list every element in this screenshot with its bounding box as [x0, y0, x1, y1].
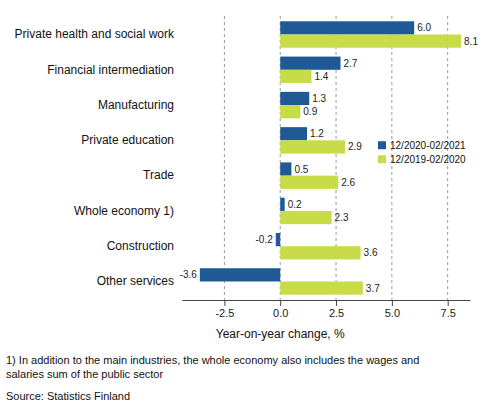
x-tick: 2.5	[329, 300, 344, 319]
y-tick-label: Financial intermediation	[47, 63, 174, 77]
data-label: 0.2	[288, 199, 302, 210]
data-label: 6.0	[417, 22, 431, 33]
x-tick-label: 0.0	[273, 307, 288, 319]
x-tick: 7.5	[441, 300, 456, 319]
y-tick: Construction	[107, 239, 174, 253]
y-tick-label: Construction	[107, 239, 174, 253]
data-label: 2.3	[335, 212, 349, 223]
x-tick: 0.0	[273, 300, 288, 319]
data-labels: 6.0 2.7 1.3 1.2 0.5 0.2 -0.2 -3.6 8.1 1.4 0.9 2.9 2.…	[180, 22, 479, 293]
x-axis-title: Year-on-year change, %	[216, 327, 345, 341]
legend-swatch	[378, 141, 386, 149]
y-tick-label: Other services	[97, 274, 174, 288]
data-label: 2.9	[348, 141, 362, 152]
bar	[280, 198, 284, 211]
data-label: 8.1	[464, 36, 478, 47]
annotation: Source: Statistics Finland	[6, 390, 130, 402]
x-tick-mark	[280, 300, 281, 306]
x-tick-mark	[224, 300, 225, 306]
bar	[280, 211, 331, 224]
data-label: 0.5	[294, 164, 308, 175]
x-tick-label: -2.5	[215, 307, 234, 319]
y-tick: Whole economy 1)	[74, 204, 174, 218]
legend-label: 12/2019-02/2020	[390, 154, 466, 165]
x-tick-label: 7.5	[441, 307, 456, 319]
data-label: -3.6	[180, 269, 198, 280]
x-tick: 5.0	[385, 300, 400, 319]
data-label: 0.9	[303, 106, 317, 117]
data-label: 2.7	[344, 58, 358, 69]
bar	[280, 281, 363, 294]
y-tick: Private education	[81, 133, 174, 147]
bar	[280, 140, 345, 153]
data-label: -0.2	[256, 234, 274, 245]
bar	[280, 127, 307, 140]
y-tick-label: Whole economy 1)	[74, 204, 174, 218]
x-tick-mark	[336, 300, 337, 306]
y-tick-label: Trade	[143, 168, 174, 182]
x-tick: -2.5	[215, 300, 234, 319]
bar	[280, 57, 340, 70]
bar	[280, 176, 338, 189]
y-tick: Manufacturing	[98, 98, 174, 112]
bar	[200, 268, 280, 281]
bar	[280, 246, 360, 259]
bar	[280, 105, 300, 118]
legend-swatch	[378, 155, 386, 163]
y-tick-label: Private health and social work	[15, 27, 175, 41]
legend-item: 12/2020-02/2021	[378, 140, 466, 151]
x-axis-line	[183, 300, 471, 301]
x-tick-label: 5.0	[385, 307, 400, 319]
y-tick-label: Manufacturing	[98, 98, 174, 112]
bar	[280, 92, 309, 105]
data-label: 3.7	[366, 283, 380, 294]
plot: 6.0 2.7 1.3 1.2 0.5 0.2 -0.2 -3.6 8.1 1.4 0.9 2.9 2.…	[15, 16, 479, 319]
bar	[280, 162, 291, 175]
y-tick: Other services	[97, 274, 174, 288]
y-tick-label: Private education	[81, 133, 174, 147]
y-axis: Private health and social work Financial …	[15, 27, 175, 288]
x-tick-mark	[392, 300, 393, 306]
data-label: 1.4	[314, 71, 328, 82]
bar	[280, 70, 311, 83]
x-tick-label: 2.5	[329, 307, 344, 319]
y-tick: Trade	[143, 168, 174, 182]
x-tick-mark	[448, 300, 449, 306]
data-label: 2.6	[341, 177, 355, 188]
bar	[280, 21, 414, 34]
x-axis: -2.5 0.0 2.5 5.0 7.5	[183, 300, 471, 319]
annotation: 1) In addition to the main industries, t…	[6, 354, 419, 366]
data-label: 1.3	[312, 93, 326, 104]
bar	[280, 35, 461, 48]
legend: 12/2020-02/2021 12/2019-02/2020	[378, 140, 466, 165]
data-label: 1.2	[310, 128, 324, 139]
legend-label: 12/2020-02/2021	[390, 140, 466, 151]
chart: 6.0 2.7 1.3 1.2 0.5 0.2 -0.2 -3.6 8.1 1.4 0.9 2.9 2.…	[0, 0, 493, 416]
y-tick: Private health and social work	[15, 27, 175, 41]
grid-line	[224, 16, 225, 300]
y-tick: Financial intermediation	[47, 63, 174, 77]
bar	[276, 233, 280, 246]
data-label: 3.6	[364, 247, 378, 258]
legend-item: 12/2019-02/2020	[378, 154, 466, 165]
annotation: salaries sum of the public sector	[6, 368, 163, 380]
